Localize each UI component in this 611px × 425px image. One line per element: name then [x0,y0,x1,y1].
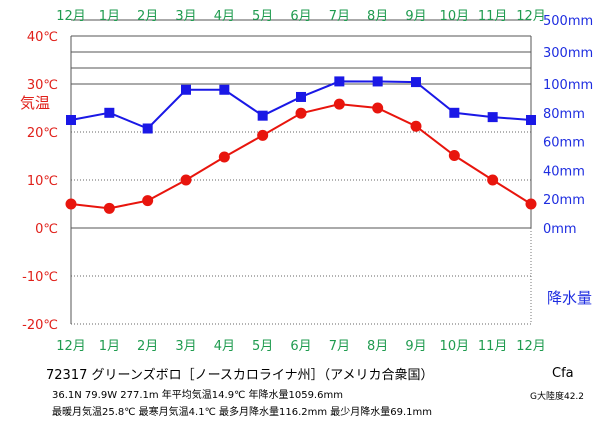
temperature-series [65,98,537,214]
precipitation-tick-label: 0mm [543,222,577,237]
temperature-point [65,198,77,210]
temperature-tick-label: 0℃ [35,222,58,237]
precipitation-tick-label: 60mm [543,136,585,151]
temperature-point [142,195,154,207]
bottom-month-label: 4月 [214,339,235,354]
continentality-index: G大陸度42.2 [530,392,585,402]
temperature-point [180,174,192,186]
temperature-point [333,98,345,110]
precipitation-tick-label: 40mm [543,164,585,179]
temperature-point [487,174,499,186]
temperature-point [257,129,269,141]
precipitation-tick-labels: 0mm 20mm 40mm 60mm 80mm 100mm 300mm 500mm [543,14,593,237]
top-month-label: 12月 [56,9,86,24]
precipitation-point [142,123,153,134]
top-month-label: 5月 [252,9,273,24]
top-month-label: 12月 [516,9,546,24]
temperature-tick-label: 40℃ [27,30,58,45]
precipitation-axis-title: 降水量 [547,289,592,307]
top-month-label: 9月 [405,9,426,24]
top-month-label: 1月 [99,9,120,24]
precipitation-tick-label: 20mm [543,193,585,208]
bottom-month-label: 8月 [367,339,388,354]
precipitation-line [70,80,532,130]
bottom-month-label: 5月 [252,339,273,354]
precipitation-point [66,115,76,125]
temperature-tick-label: 10℃ [27,174,58,189]
temperature-point [218,151,230,163]
precipitation-point [296,91,306,102]
bottom-month-label: 1月 [99,339,120,354]
bottom-month-label: 2月 [137,339,158,354]
temperature-point [372,102,384,114]
station-extremes: 最暖月気温25.8℃ 最寒月気温4.1℃ 最多月降水量116.2mm 最少月降水… [52,407,433,418]
precipitation-point [487,112,498,123]
precipitation-point [104,107,115,118]
temperature-point [448,150,460,162]
precipitation-point [181,84,191,95]
precipitation-point [526,115,536,125]
temperature-line [70,103,532,210]
temperature-tick-label: -20℃ [22,318,58,333]
precipitation-tick-label: 100mm [543,78,593,93]
precipitation-tick-label: 500mm [543,14,593,29]
temperature-point [295,107,307,119]
precipitation-point [449,107,460,118]
bottom-month-label: 6月 [290,339,311,354]
top-month-label: 6月 [290,9,311,24]
bottom-month-label: 12月 [56,339,86,354]
bottom-month-label: 9月 [405,339,426,354]
precipitation-series [66,76,536,134]
top-month-label: 4月 [214,9,235,24]
precipitation-point [411,77,421,88]
bottom-month-label: 12月 [516,339,546,354]
temperature-axis-title: 気温 [20,94,50,112]
precipitation-point [219,84,230,95]
precipitation-point [257,110,268,121]
station-name: 72317 グリーンズボロ［ノースカロライナ州］（アメリカ合衆国） [46,368,434,383]
temperature-point [525,198,537,210]
temperature-tick-label: 30℃ [27,78,58,93]
bottom-month-label: 10月 [440,339,470,354]
grid-lines [70,19,532,325]
temperature-tick-label: -10℃ [22,270,58,285]
bottom-month-label: 3月 [175,339,196,354]
top-month-label: 7月 [329,9,350,24]
temperature-point [410,120,422,132]
bottom-month-label: 7月 [329,339,350,354]
top-month-label: 10月 [440,9,470,24]
bottom-month-label: 11月 [478,339,508,354]
climate-class: Cfa [552,366,574,381]
bottom-month-labels: 12月 1月 2月 3月 4月 5月 6月 7月 8月 9月 10月 11月 12月 [56,339,546,354]
temperature-point [103,202,115,214]
temperature-tick-label: 20℃ [27,126,58,141]
precipitation-tick-label: 80mm [543,107,585,122]
top-month-labels: 12月 1月 2月 3月 4月 5月 6月 7月 8月 9月 10月 11月 12月 [56,9,546,24]
top-month-label: 3月 [175,9,196,24]
precipitation-point [372,76,383,87]
top-month-label: 2月 [137,9,158,24]
top-month-label: 8月 [367,9,388,24]
precipitation-tick-label: 300mm [543,46,593,61]
precipitation-point [334,76,345,87]
station-summary: 36.1N 79.9W 277.1m 年平均気温14.9℃ 年降水量1059.6… [52,390,343,401]
top-month-label: 11月 [478,9,508,24]
temperature-tick-labels: -20℃ -10℃ 0℃ 10℃ 20℃ 30℃ 40℃ [22,30,58,333]
